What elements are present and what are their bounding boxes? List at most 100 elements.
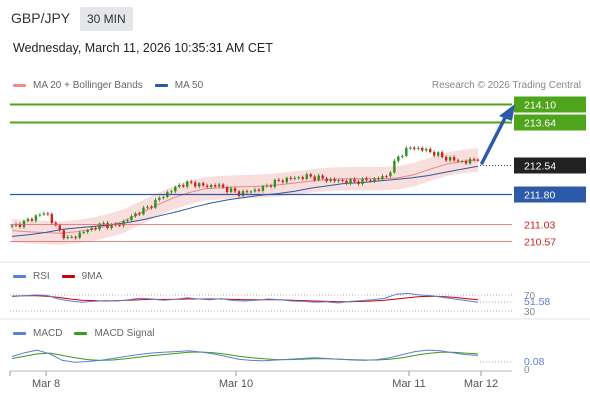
candle-body — [365, 178, 368, 181]
x-tick-label: Mar 10 — [219, 378, 253, 390]
candle-body — [94, 227, 97, 230]
candle-body — [385, 176, 388, 178]
candle-body — [429, 149, 432, 153]
main-legend: MA 20 + Bollinger Bands MA 50 — [13, 80, 215, 91]
candle-body — [345, 180, 348, 184]
legend-swatch — [13, 84, 26, 87]
candle-body — [118, 225, 121, 227]
candle-body — [221, 184, 225, 188]
candle-body — [201, 183, 205, 186]
legend-macd-signal: MACD Signal — [74, 328, 154, 339]
candle-body — [122, 220, 125, 226]
candle-body — [273, 179, 277, 187]
candle-body — [341, 180, 344, 182]
candle-body — [249, 191, 253, 193]
legend-ma20: MA 20 + Bollinger Bands — [13, 80, 143, 91]
candle-body — [257, 189, 261, 191]
currency-pair-title: GBP/JPY — [11, 10, 71, 26]
candle-body — [460, 161, 464, 163]
candle-body — [62, 230, 65, 239]
candle-body — [158, 197, 161, 200]
pivot-tag — [514, 186, 586, 203]
legend-swatch — [154, 84, 168, 87]
candle-body — [18, 223, 22, 227]
candle-body — [174, 186, 177, 192]
candle-body — [138, 213, 141, 215]
legend-swatch — [13, 332, 26, 335]
candle-body — [42, 213, 46, 215]
candle-body — [106, 222, 109, 229]
candle-body — [432, 152, 436, 156]
candle-body — [66, 236, 69, 239]
candle-body — [78, 232, 81, 238]
candle-body — [405, 148, 408, 156]
candle-body — [357, 181, 360, 184]
candle-body — [162, 196, 165, 198]
candle-body — [10, 225, 14, 227]
macd-line — [11, 349, 479, 363]
candle-body — [413, 147, 416, 149]
macd-tick-label: 0 — [524, 365, 530, 376]
rsi-legend: RSI 9MA — [13, 271, 114, 282]
candle-body — [269, 185, 273, 187]
candle-body — [313, 176, 316, 181]
timeframe-badge[interactable]: 30 MIN — [80, 7, 133, 31]
ma20-line — [11, 159, 479, 234]
candle-body — [421, 147, 424, 151]
x-tick-label: Mar 8 — [32, 378, 60, 390]
chart-header: GBP/JPY 30 MIN — [0, 0, 590, 36]
candle-body — [468, 158, 472, 164]
candle-body — [98, 223, 101, 230]
candle-body — [22, 220, 26, 227]
candle-body — [142, 207, 145, 215]
candle-body — [281, 180, 285, 183]
candle-body — [229, 188, 233, 193]
candle-body — [46, 213, 50, 215]
candle-body — [337, 180, 340, 182]
candle-body — [134, 213, 137, 217]
macd-signal-line — [11, 351, 479, 361]
candle-body — [154, 199, 157, 208]
candle-body — [444, 157, 448, 161]
candle-body — [476, 159, 480, 161]
candle-body — [241, 191, 245, 196]
candle-body — [305, 174, 308, 179]
support-label: 210.57 — [524, 237, 556, 249]
candle-body — [110, 224, 113, 229]
candle-body — [237, 191, 241, 196]
rsi-ma-line — [11, 295, 479, 303]
x-tick-label: Mar 12 — [464, 378, 498, 390]
candle-body — [472, 158, 476, 160]
legend-label: MA 20 + Bollinger Bands — [33, 80, 143, 91]
candle-body — [245, 191, 249, 193]
candle-body — [38, 214, 42, 216]
candle-body — [34, 215, 38, 221]
candle-body — [373, 178, 376, 182]
candle-body — [401, 155, 404, 157]
candle-body — [205, 185, 209, 188]
candle-body — [253, 189, 257, 192]
candle-body — [333, 179, 336, 182]
legend-label: MACD — [33, 328, 63, 339]
legend-label: MA 50 — [174, 80, 204, 91]
candle-body — [225, 187, 229, 193]
candle-body — [425, 149, 428, 151]
candle-body — [285, 177, 289, 183]
candle-body — [74, 236, 77, 238]
candle-body — [217, 184, 221, 187]
candle-body — [361, 178, 364, 184]
candle-body — [325, 178, 328, 182]
legend-rsi-ma: 9MA — [61, 271, 102, 282]
candle-body — [58, 225, 61, 231]
candle-body — [209, 184, 213, 188]
candle-body — [102, 222, 105, 224]
candle-body — [130, 216, 133, 221]
candle-body — [317, 175, 320, 181]
forecast-arrow-shaft — [480, 114, 508, 165]
candle-body — [90, 227, 93, 231]
candle-body — [182, 185, 185, 187]
candle-body — [50, 214, 54, 223]
candle-body — [381, 176, 384, 180]
candle-body — [321, 175, 324, 179]
